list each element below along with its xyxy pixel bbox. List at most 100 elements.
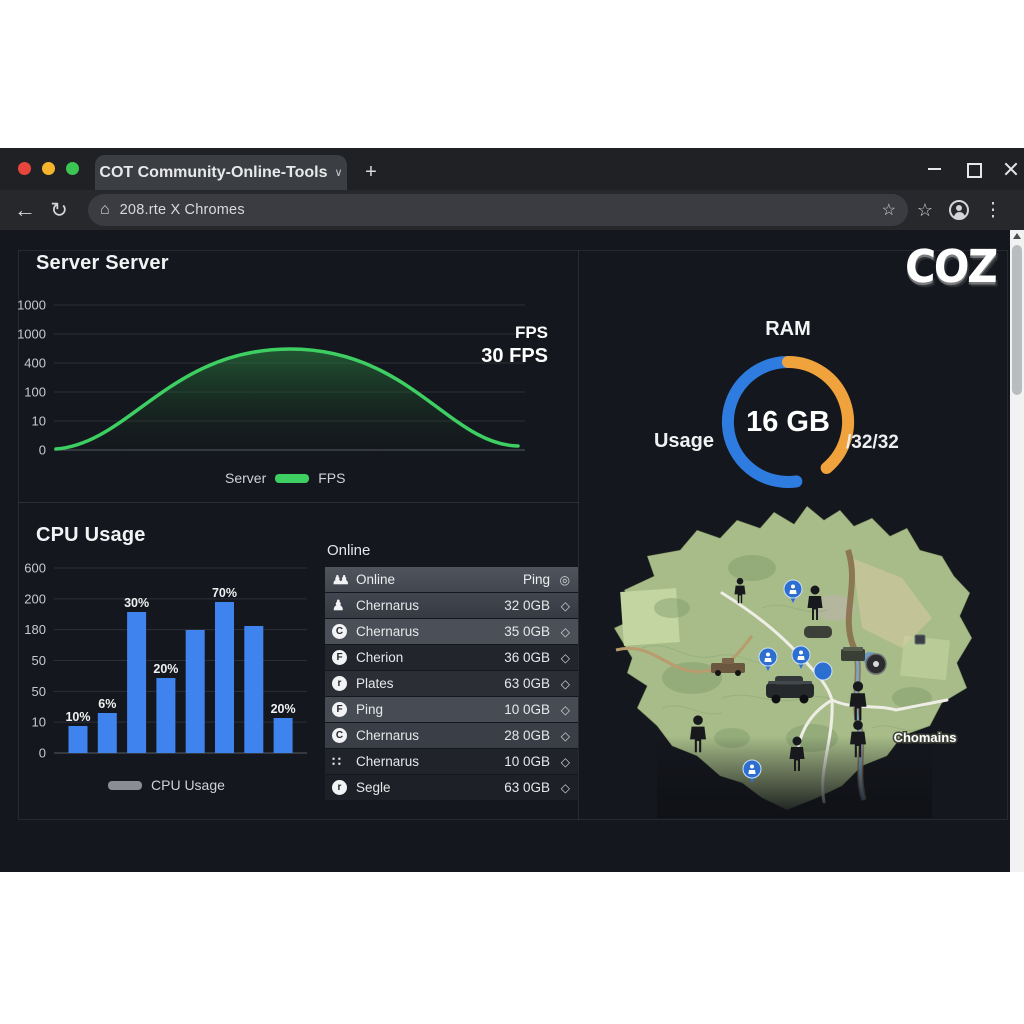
- row-name: Cherion: [356, 650, 404, 665]
- cpu-bar: [215, 602, 234, 753]
- badge-icon: F: [332, 702, 347, 717]
- world-map[interactable]: Chomains: [602, 498, 984, 818]
- fps-legend-metric: FPS: [318, 470, 346, 486]
- fps-value: 30 FPS: [481, 345, 548, 367]
- url-text[interactable]: 208.rte X Chromes: [119, 202, 245, 218]
- axis-tick-label: 400: [24, 356, 46, 371]
- badge-icon: r: [332, 780, 347, 795]
- axis-tick-label: 50: [32, 653, 46, 668]
- fps-label: FPS: [514, 323, 548, 342]
- bookmark-star-icon[interactable]: ☆: [881, 202, 896, 219]
- row-value: 32 0GB: [504, 598, 550, 613]
- table-row[interactable]: r Segle 63 0GB ◇: [325, 775, 578, 800]
- cpu-bar-label: 20%: [271, 702, 296, 716]
- diamond-icon[interactable]: ◇: [560, 780, 570, 795]
- town-label: Chomains: [894, 730, 957, 745]
- map-dirt-road: [615, 635, 754, 674]
- ram-arc-free: [721, 355, 803, 488]
- online-table: ♟♟ Online Ping ◎ ♟ Chernarus 32 0GB ◇ C …: [325, 567, 578, 801]
- map-marker-blue[interactable]: [813, 661, 833, 681]
- cpu-panel-title: CPU Usage: [36, 524, 146, 546]
- fps-line: [54, 347, 520, 451]
- profile-avatar-icon[interactable]: [949, 200, 969, 220]
- back-icon[interactable]: ←: [14, 197, 36, 222]
- minimize-traffic-light[interactable]: [42, 162, 55, 175]
- badge-icon: C: [332, 624, 347, 639]
- diamond-icon[interactable]: ◇: [560, 676, 570, 691]
- cross-dots-icon: ∷: [332, 753, 341, 769]
- scroll-up-arrow[interactable]: [1013, 233, 1021, 239]
- cpu-bar: [127, 612, 147, 753]
- diamond-icon[interactable]: ◇: [560, 598, 570, 613]
- diamond-icon[interactable]: ◇: [560, 754, 570, 769]
- row-value: 36 0GB: [504, 650, 550, 665]
- chevron-down-icon: ∨: [334, 167, 343, 179]
- cpu-legend-swatch: [108, 780, 142, 790]
- row-name: Chernarus: [356, 598, 420, 613]
- server-panel-title: Server Server: [36, 252, 169, 274]
- minimize-button[interactable]: [928, 162, 942, 176]
- table-row[interactable]: C Chernarus 28 0GB ◇: [325, 723, 578, 748]
- map-marker-dark-dot: [873, 661, 879, 667]
- axis-tick-label: 10: [32, 715, 46, 730]
- menu-dots-icon[interactable]: ⋮: [983, 199, 1003, 221]
- reload-icon[interactable]: ↻: [50, 198, 68, 222]
- row-name: Chernarus: [356, 754, 420, 769]
- eye-icon[interactable]: ◎: [559, 572, 570, 587]
- ram-gauge: [721, 355, 855, 488]
- cpu-legend: CPU Usage: [108, 777, 225, 793]
- table-row[interactable]: C Chernarus 35 0GB ◇: [325, 619, 578, 644]
- person-icon: ♟: [332, 597, 345, 613]
- browser-tab[interactable]: COT Community-Online-Tools ∨: [95, 155, 347, 190]
- header-ping: Ping: [522, 572, 550, 587]
- fps-legend-swatch: [275, 473, 310, 483]
- coz-logo: COZ: [904, 240, 997, 293]
- cpu-bar: [273, 718, 293, 753]
- map-field: [620, 588, 680, 646]
- table-row[interactable]: ♟ Chernarus 32 0GB ◇: [325, 593, 578, 618]
- cpu-bar-label: 70%: [212, 586, 237, 600]
- cpu-bar-label: 6%: [98, 697, 116, 711]
- new-tab-button[interactable]: +: [365, 160, 377, 183]
- diamond-icon[interactable]: ◇: [560, 728, 570, 743]
- suv-marker[interactable]: [766, 676, 814, 704]
- online-table-header: ♟♟ Online Ping ◎: [325, 567, 578, 592]
- row-value: 35 0GB: [504, 624, 550, 639]
- row-name: Ping: [356, 702, 384, 717]
- horizontal-divider: [18, 502, 579, 503]
- table-row[interactable]: F Cherion 36 0GB ◇: [325, 645, 578, 670]
- vertical-divider: [578, 250, 579, 820]
- address-bar[interactable]: ⌂ 208.rte X Chromes ☆: [88, 194, 908, 226]
- close-button[interactable]: [1004, 162, 1018, 176]
- dashboard-content: Server Server 1000 1000 400 100 10 0 FPS 30 F…: [0, 230, 1024, 872]
- badge-icon: F: [332, 650, 347, 665]
- maximize-button[interactable]: [966, 162, 982, 178]
- pickup-truck-marker[interactable]: [711, 658, 745, 676]
- table-row[interactable]: ∷ Chernarus 10 0GB ◇: [325, 749, 578, 774]
- scrollbar: [1010, 230, 1024, 872]
- ram-arc-used: [782, 355, 855, 474]
- row-value: 63 0GB: [504, 780, 550, 795]
- map-marker-square[interactable]: [914, 634, 926, 645]
- diamond-icon[interactable]: ◇: [560, 624, 570, 639]
- table-row[interactable]: r Plates 63 0GB ◇: [325, 671, 578, 696]
- home-icon: ⌂: [100, 201, 110, 218]
- cpu-bar-label: 30%: [124, 596, 149, 610]
- diamond-icon[interactable]: ◇: [560, 650, 570, 665]
- cpu-bar: [185, 630, 205, 753]
- axis-tick-label: 100: [24, 385, 46, 400]
- military-truck-marker[interactable]: [841, 647, 865, 661]
- badge-icon: C: [332, 728, 347, 743]
- scrollbar-thumb[interactable]: [1012, 245, 1022, 395]
- diamond-icon[interactable]: ◇: [560, 702, 570, 717]
- traffic-lights: [18, 162, 79, 175]
- tab-title: COT Community-Online-Tools: [99, 163, 328, 181]
- header-name: Online: [356, 572, 396, 587]
- ram-title: RAM: [765, 318, 811, 340]
- zoom-traffic-light[interactable]: [66, 162, 79, 175]
- table-row[interactable]: F Ping 10 0GB ◇: [325, 697, 578, 722]
- close-traffic-light[interactable]: [18, 162, 31, 175]
- row-value: 63 0GB: [504, 676, 550, 691]
- bookmarks-star-icon[interactable]: ☆: [916, 199, 934, 220]
- row-name: Plates: [356, 676, 394, 691]
